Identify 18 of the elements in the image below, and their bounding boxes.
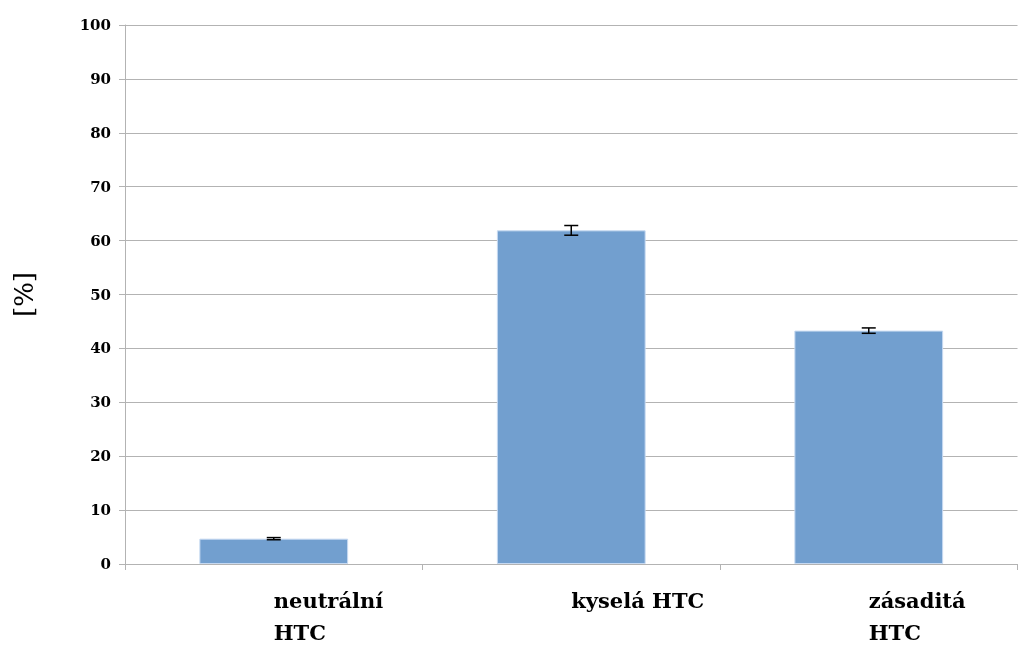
y-tick-label: 10 <box>90 501 111 520</box>
y-tick-label: 50 <box>90 285 111 304</box>
bar <box>794 330 944 564</box>
y-axis-title: [%] <box>9 272 39 317</box>
bar <box>199 538 349 564</box>
y-tick-label: 40 <box>90 339 111 358</box>
y-tick-label: 20 <box>90 447 111 466</box>
bar <box>496 230 646 564</box>
x-tick-label: neutrální HTC <box>273 587 391 645</box>
y-tick-label: 70 <box>90 177 111 196</box>
y-tick-label: 30 <box>90 393 111 412</box>
x-tick-label: zásaditá HTC <box>868 587 973 645</box>
y-tick-label: 0 <box>100 555 111 573</box>
y-tick-label: 80 <box>90 123 111 142</box>
y-tick-label: 60 <box>90 231 111 250</box>
y-tick-label: 100 <box>79 16 111 34</box>
x-tick-label: kyselá HTC <box>571 587 705 613</box>
y-tick-label: 90 <box>90 69 111 88</box>
